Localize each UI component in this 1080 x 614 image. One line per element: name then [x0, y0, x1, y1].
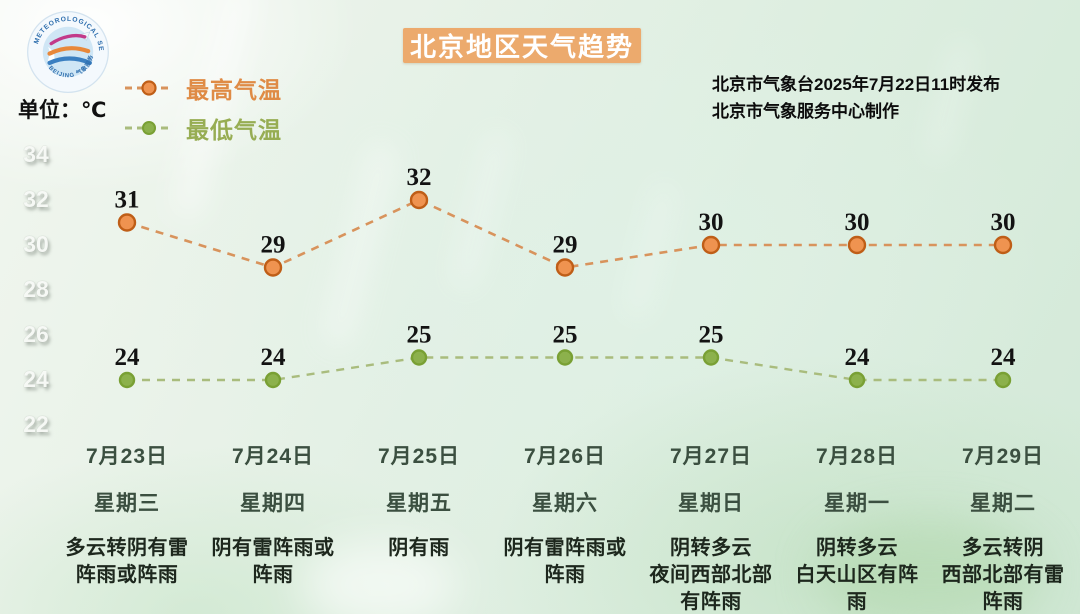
day-column: 7月26日星期六阴有雷阵雨或 阵雨: [483, 440, 647, 589]
weather-description: 多云转阴 西部北部有雷 阵雨: [941, 537, 1065, 613]
day-column: 7月28日星期一阴转多云 白天山区有阵 雨: [775, 440, 939, 614]
date-label: 7月26日: [523, 445, 607, 468]
date-label: 7月24日: [231, 445, 315, 468]
high-temp-legend-marker-icon: [125, 80, 173, 96]
beijing-meteorological-service-logo: METEOROLOGICAL SERVICE BEIJING 气象服务: [26, 10, 109, 93]
chart-legend: 最高气温 最低气温: [124, 72, 282, 152]
low-temp-value-label: 24: [845, 344, 871, 371]
date-label: 7月29日: [961, 445, 1045, 468]
low-temp-value-label: 24: [991, 344, 1017, 371]
date-label: 7月23日: [85, 445, 169, 468]
high-temp-value-label: 29: [261, 232, 286, 259]
y-tick-label: 26: [23, 321, 49, 347]
high-temp-marker: [701, 235, 721, 255]
weather-description: 多云转阴有雷 阵雨或阵雨: [65, 537, 189, 586]
y-tick-label: 34: [23, 141, 49, 167]
low-temp-value-label: 24: [115, 344, 141, 371]
low-temp-marker: [556, 349, 574, 366]
low-temp-marker: [118, 371, 136, 389]
low-temp-legend-marker-icon: [125, 121, 173, 135]
legend-item-low: 最低气温: [124, 112, 282, 144]
weather-description: 阴转多云 夜间西部北部 有阵雨: [649, 537, 773, 613]
issuer-info: 北京市气象台2025年7月22日11时发布 北京市气象服务中心制作: [712, 71, 1000, 125]
high-temp-value-label: 29: [553, 232, 578, 259]
y-tick-label: 32: [23, 186, 49, 212]
high-temp-marker: [117, 213, 137, 232]
legend-label-high: 最高气温: [186, 77, 282, 103]
low-temp-marker: [410, 349, 428, 366]
y-tick-label: 28: [23, 276, 49, 302]
weekday-label: 星期三: [94, 492, 160, 515]
low-temp-value-label: 24: [261, 344, 287, 371]
logo-swoosh-blue: [47, 56, 92, 66]
low-temp-value-label: 25: [699, 322, 724, 349]
weekday-label: 星期日: [678, 492, 744, 515]
day-column: 7月24日星期四阴有雷阵雨或 阵雨: [191, 440, 355, 589]
date-label: 7月28日: [815, 445, 899, 468]
logo-swoosh-magenta: [49, 33, 87, 46]
issuer-line1: 北京市气象台2025年7月22日11时发布: [712, 75, 1001, 94]
high-temp-marker: [993, 235, 1013, 255]
legend-item-high: 最高气温: [124, 72, 282, 104]
y-tick-label: 30: [23, 231, 49, 257]
day-column: 7月23日星期三多云转阴有雷 阵雨或阵雨: [45, 440, 209, 589]
weather-description: 阴转多云 白天山区有阵 雨: [795, 537, 919, 613]
weekday-label: 星期六: [532, 492, 598, 515]
high-temp-value-label: 30: [845, 209, 870, 236]
unit-label: 单位：℃: [18, 99, 107, 122]
high-temp-value-label: 30: [699, 209, 724, 236]
background-blob: [820, 520, 1040, 614]
background-blob: [300, 540, 460, 614]
logo-swoosh-orange: [47, 46, 91, 56]
high-temp-value-label: 30: [991, 209, 1016, 236]
high-temp-value-label: 32: [407, 164, 432, 191]
low-temp-marker: [994, 371, 1012, 389]
low-temp-marker: [264, 371, 282, 389]
weather-description: 阴有雷阵雨或 阵雨: [211, 537, 335, 586]
weekday-label: 星期一: [824, 492, 890, 515]
legend-label-low: 最低气温: [186, 117, 282, 143]
high-temp-marker: [847, 235, 867, 255]
high-temp-marker: [263, 258, 283, 277]
high-temp-value-label: 31: [115, 187, 140, 214]
date-label: 7月27日: [669, 445, 753, 468]
page-title: 北京地区天气趋势: [403, 28, 641, 63]
low-temp-value-label: 25: [407, 322, 432, 349]
weather-description: 阴有雷阵雨或 阵雨: [503, 537, 627, 586]
day-column: 7月29日星期二多云转阴 西部北部有雷 阵雨: [921, 440, 1080, 614]
high-temp-marker: [409, 190, 429, 210]
low-temp-marker: [848, 371, 866, 389]
high-temp-marker: [555, 258, 575, 277]
weather-description: 阴有雨: [388, 537, 450, 559]
day-column: 7月27日星期日阴转多云 夜间西部北部 有阵雨: [629, 440, 793, 614]
low-temp-value-label: 25: [553, 322, 578, 349]
weekday-label: 星期五: [386, 492, 452, 515]
day-column: 7月25日星期五阴有雨: [337, 440, 501, 562]
y-tick-label: 24: [23, 366, 49, 392]
y-tick-label: 22: [23, 411, 49, 437]
low-temp-marker: [702, 349, 720, 366]
weekday-label: 星期四: [240, 492, 306, 515]
weekday-label: 星期二: [970, 492, 1036, 515]
date-label: 7月25日: [377, 445, 461, 468]
issuer-line2: 北京市气象服务中心制作: [712, 102, 899, 121]
